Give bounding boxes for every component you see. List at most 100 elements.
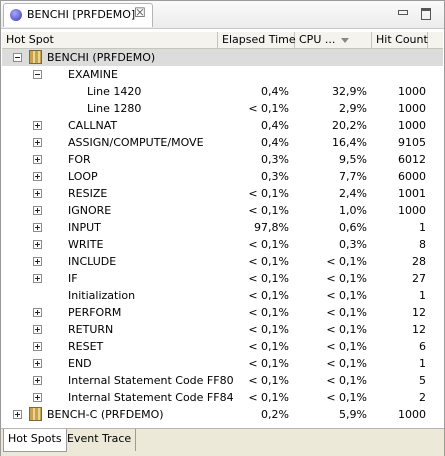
hit-count-value: 1 — [419, 289, 426, 302]
row-name: FOR — [68, 153, 91, 166]
row-name: PERFORM — [68, 306, 122, 319]
expand-icon[interactable] — [33, 172, 42, 181]
elapsed-value: < 0,1% — [248, 306, 289, 319]
expand-icon[interactable] — [33, 359, 42, 368]
expand-icon[interactable] — [33, 155, 42, 164]
elapsed-value: < 0,1% — [248, 340, 289, 353]
table-row[interactable]: Internal Statement Code FF84 < 0,1% < 0,… — [2, 389, 443, 406]
cpu-value: < 0,1% — [326, 391, 367, 404]
hit-count-value: 1 — [419, 221, 426, 234]
row-name: Line 1280 — [87, 102, 142, 115]
expand-icon[interactable] — [33, 121, 42, 130]
table-row[interactable]: RESET < 0,1% < 0,1% 6 — [2, 338, 443, 355]
view-tab-title: BENCHI [PRFDEMO] — [27, 8, 136, 21]
row-name: Initialization — [68, 289, 136, 302]
collapse-icon[interactable] — [33, 70, 42, 79]
table-row[interactable]: FOR 0,3% 9,5% 6012 — [2, 151, 443, 168]
table-row[interactable]: Line 1280 < 0,1% 2,9% 1000 — [2, 100, 443, 117]
expand-icon[interactable] — [33, 308, 42, 317]
hit-count-value: 1000 — [398, 102, 426, 115]
elapsed-value: < 0,1% — [248, 323, 289, 336]
eclipse-view-icon — [10, 9, 22, 21]
column-header-hot-spot[interactable]: Hot Spot — [2, 32, 218, 48]
cpu-value: 0,6% — [339, 221, 367, 234]
column-header-elapsed[interactable]: Elapsed Time — [218, 32, 296, 48]
expand-icon[interactable] — [33, 393, 42, 402]
table-row[interactable]: RESIZE < 0,1% 2,4% 1001 — [2, 185, 443, 202]
expand-icon[interactable] — [33, 376, 42, 385]
column-header-cpu[interactable]: CPU ... — [295, 32, 372, 48]
hit-count-value: 28 — [412, 255, 426, 268]
table-row[interactable]: Initialization < 0,1% < 0,1% 1 — [2, 287, 443, 304]
elapsed-value: < 0,1% — [248, 187, 289, 200]
row-name: RETURN — [68, 323, 114, 336]
table-row[interactable]: WRITE < 0,1% 0,3% 8 — [2, 236, 443, 253]
hit-count-value: 2 — [419, 391, 426, 404]
row-name: IF — [68, 272, 78, 285]
hit-count-value: 12 — [412, 306, 426, 319]
row-name: CALLNAT — [68, 119, 118, 132]
bottom-tab-bar: Hot Spots Event Trace — [1, 428, 444, 456]
table-row[interactable]: RETURN < 0,1% < 0,1% 12 — [2, 321, 443, 338]
elapsed-value: 0,4% — [261, 119, 289, 132]
cpu-value: 16,4% — [332, 136, 367, 149]
row-name: RESET — [68, 340, 104, 353]
table-row[interactable]: LOOP 0,3% 7,7% 6000 — [2, 168, 443, 185]
expand-icon[interactable] — [33, 206, 42, 215]
table-row[interactable]: INCLUDE < 0,1% < 0,1% 28 — [2, 253, 443, 270]
maximize-icon[interactable] — [419, 6, 433, 20]
hit-count-value: 6 — [419, 340, 426, 353]
row-name: LOOP — [68, 170, 98, 183]
cpu-value: 1,0% — [339, 204, 367, 217]
minimize-icon[interactable] — [396, 6, 410, 20]
elapsed-value: < 0,1% — [248, 255, 289, 268]
cpu-value: < 0,1% — [326, 255, 367, 268]
expand-icon[interactable] — [33, 342, 42, 351]
expand-icon[interactable] — [33, 274, 42, 283]
table-row[interactable]: ASSIGN/COMPUTE/MOVE 0,4% 16,4% 9105 — [2, 134, 443, 151]
table-row-program[interactable]: BENCHI (PRFDEMO) — [2, 49, 443, 66]
column-header-hits[interactable]: Hit Count — [372, 32, 428, 48]
elapsed-value: < 0,1% — [248, 272, 289, 285]
cpu-value: < 0,1% — [326, 340, 367, 353]
expand-icon[interactable] — [33, 138, 42, 147]
hit-count-value: 1000 — [398, 204, 426, 217]
expand-icon[interactable] — [33, 189, 42, 198]
row-name: INPUT — [68, 221, 101, 234]
hit-count-value: 6000 — [398, 170, 426, 183]
expand-icon[interactable] — [33, 223, 42, 232]
table-row[interactable]: INPUT 97,8% 0,6% 1 — [2, 219, 443, 236]
view-tab[interactable]: BENCHI [PRFDEMO] ☒ — [3, 3, 153, 27]
table-row[interactable]: CALLNAT 0,4% 20,2% 1000 — [2, 117, 443, 134]
tab-hot-spots[interactable]: Hot Spots — [3, 429, 67, 452]
hit-count-value: 1000 — [398, 85, 426, 98]
expand-icon[interactable] — [13, 410, 22, 419]
expand-icon[interactable] — [33, 240, 42, 249]
tab-event-trace[interactable]: Event Trace — [63, 429, 137, 451]
column-header-label: Elapsed Time — [222, 33, 296, 46]
row-name: INCLUDE — [68, 255, 117, 268]
row-name: BENCH-C (PRFDEMO) — [47, 408, 164, 421]
row-name: RESIZE — [68, 187, 108, 200]
table-row[interactable]: EXAMINE — [2, 66, 443, 83]
table-row[interactable]: IF < 0,1% < 0,1% 27 — [2, 270, 443, 287]
view-titlebar: BENCHI [PRFDEMO] ☒ — [1, 1, 444, 29]
hit-count-value: 9105 — [398, 136, 426, 149]
collapse-icon[interactable] — [13, 53, 22, 62]
close-icon[interactable]: ☒ — [134, 6, 146, 21]
table-row[interactable]: IGNORE < 0,1% 1,0% 1000 — [2, 202, 443, 219]
expand-icon[interactable] — [33, 325, 42, 334]
table-row[interactable]: Line 1420 0,4% 32,9% 1000 — [2, 83, 443, 100]
table-row-program[interactable]: BENCH-C (PRFDEMO) 0,2% 5,9% 1000 — [2, 406, 443, 423]
expand-icon[interactable] — [33, 257, 42, 266]
elapsed-value: 0,3% — [261, 153, 289, 166]
table-row[interactable]: END < 0,1% < 0,1% 1 — [2, 355, 443, 372]
elapsed-value: 0,4% — [261, 136, 289, 149]
table-row[interactable]: PERFORM < 0,1% < 0,1% 12 — [2, 304, 443, 321]
cpu-value: 7,7% — [339, 170, 367, 183]
row-name: Internal Statement Code FF84 — [68, 391, 234, 404]
cpu-value: 0,3% — [339, 238, 367, 251]
table-row[interactable]: Internal Statement Code FF80 < 0,1% < 0,… — [2, 372, 443, 389]
cpu-value: < 0,1% — [326, 272, 367, 285]
